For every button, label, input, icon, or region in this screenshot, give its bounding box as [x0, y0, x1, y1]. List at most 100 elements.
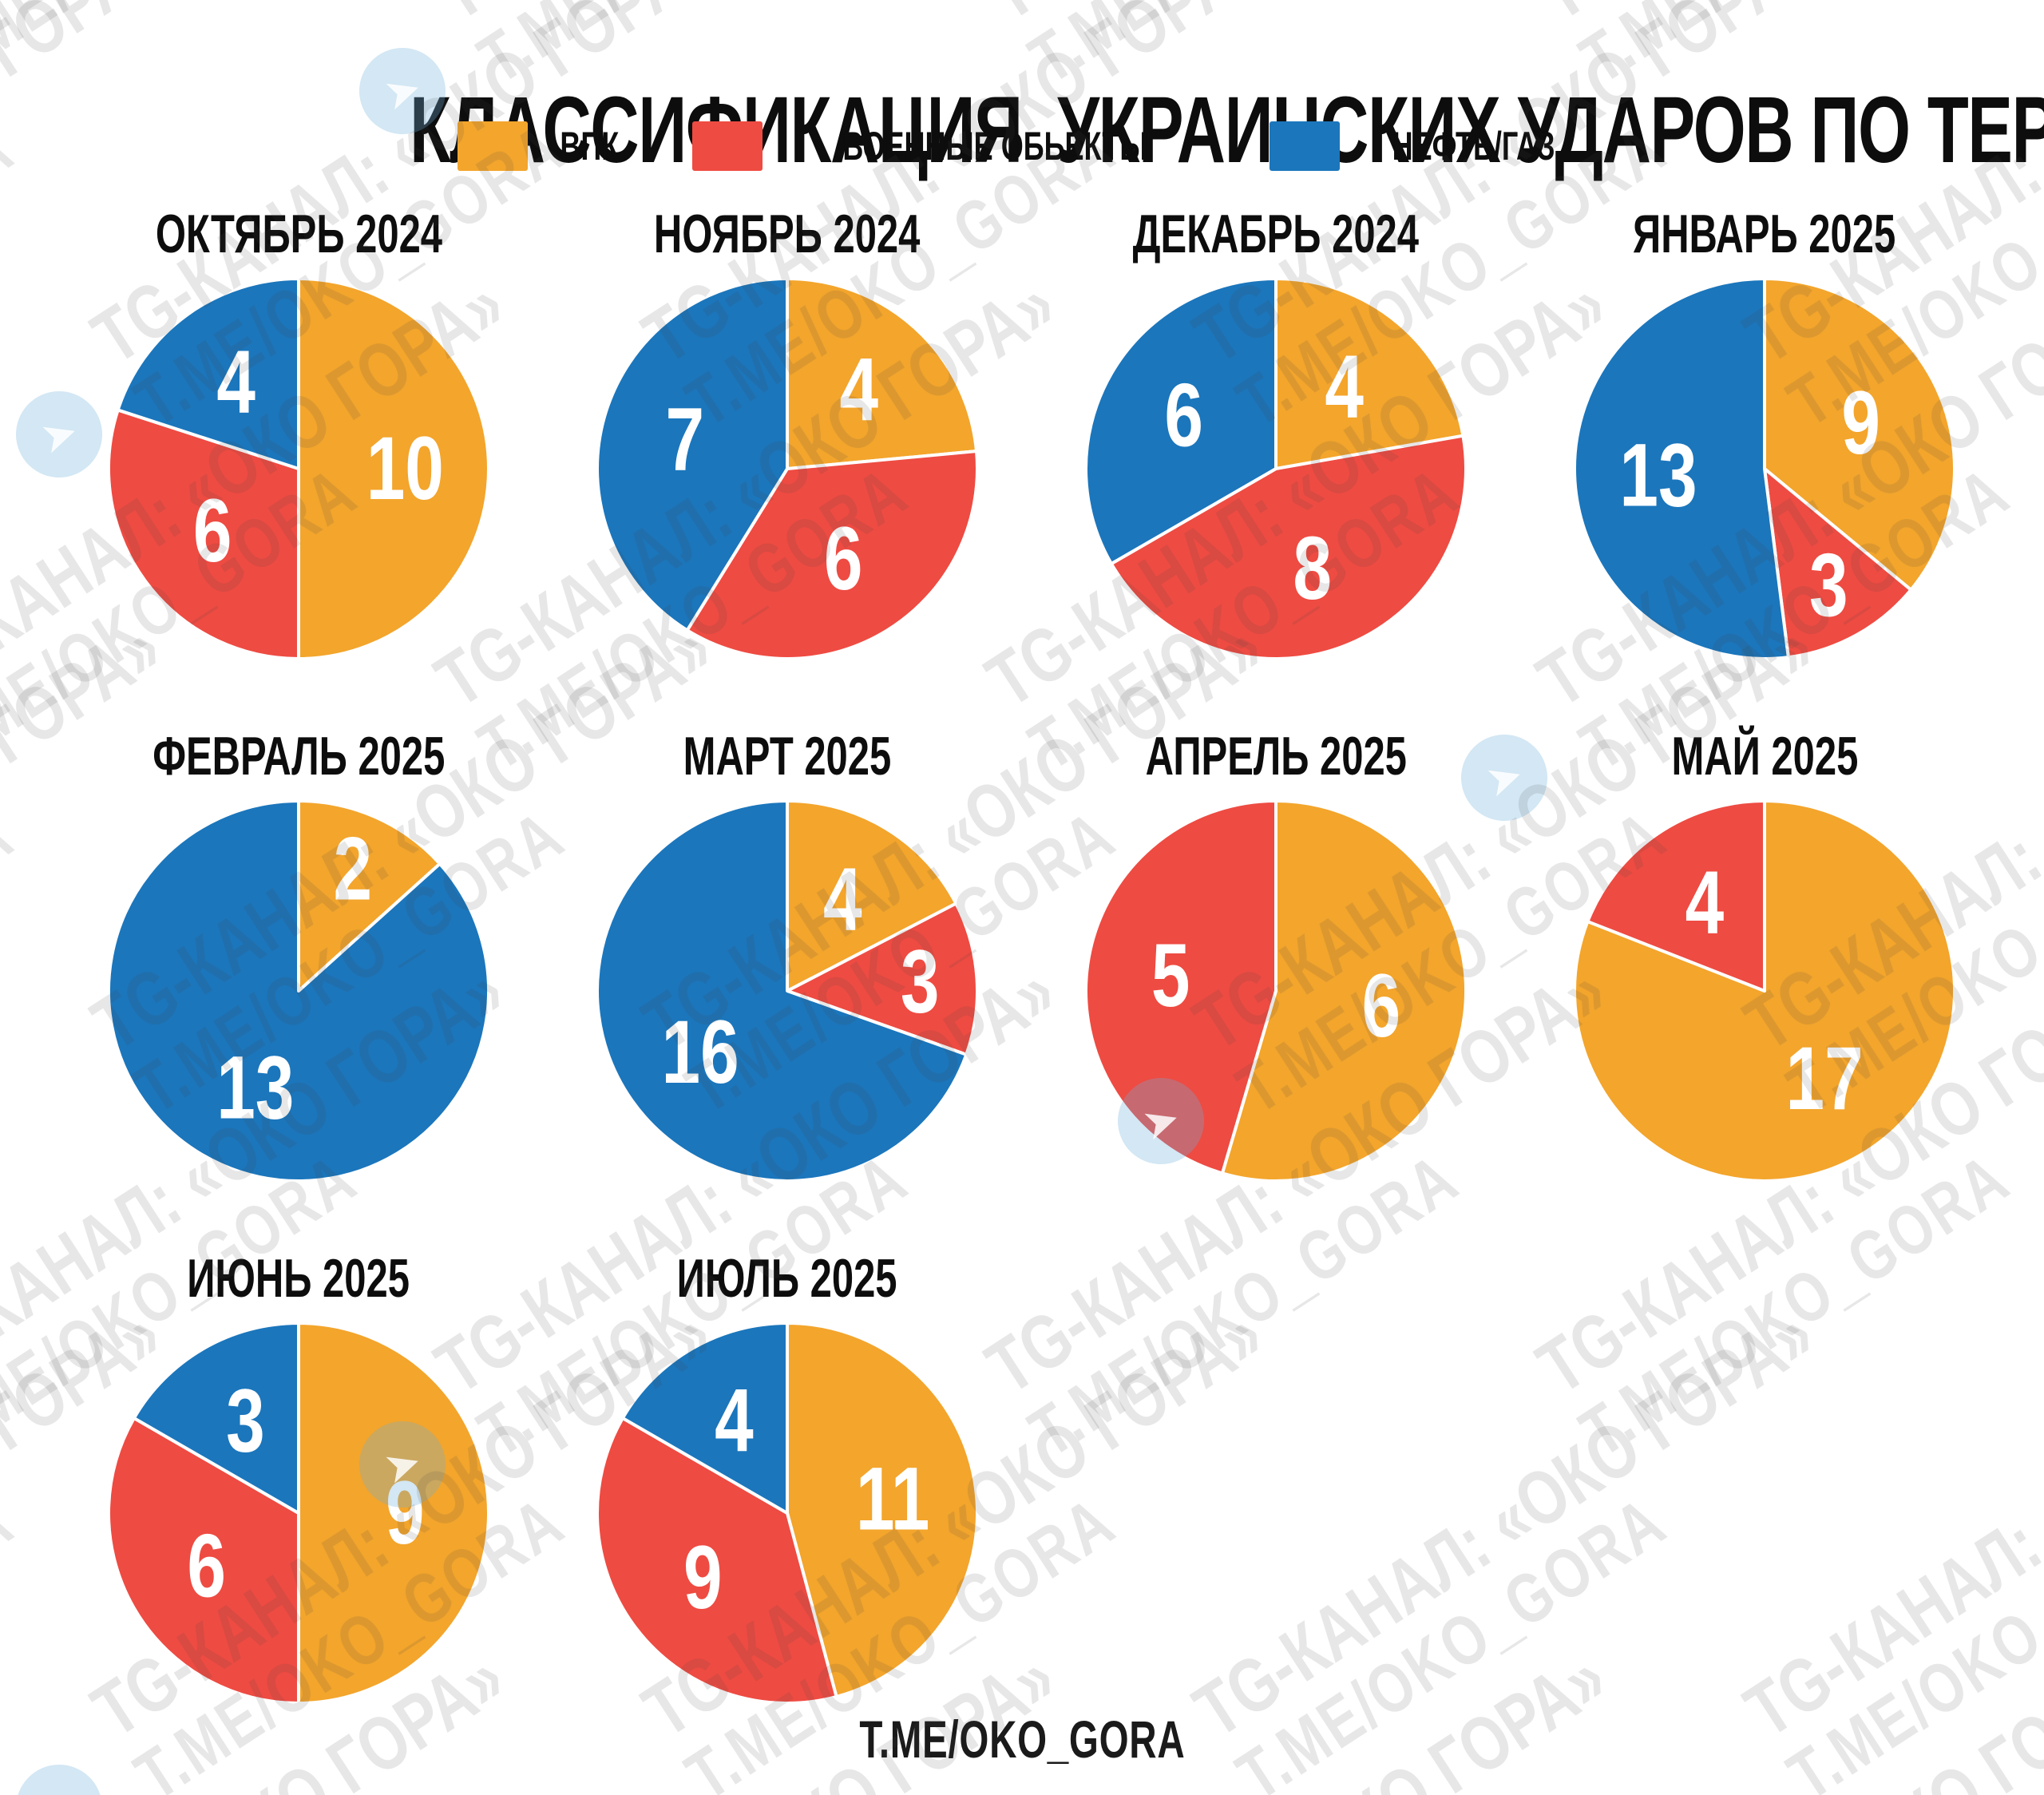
pie-chart-title: АПРЕЛЬ 2025 — [1145, 726, 1407, 787]
footer-link: T.ME/OKO_GORA — [0, 1709, 2044, 1769]
pie-slice-military-objects — [786, 901, 979, 1056]
pie-slice-military-objects — [1109, 434, 1468, 660]
pie-slice-vpk — [1763, 276, 1956, 592]
pie-svg: 65 — [1084, 798, 1468, 1183]
pie-svg: 43 16 — [596, 798, 979, 1183]
legend-swatch-icon — [692, 121, 763, 171]
pie-value-label: 8 — [1293, 519, 1332, 619]
chart-row-3: ИЮНЬ 2025 9 6 3 ИЮЛЬ 2025 11 9 4 — [54, 1249, 1032, 1706]
watermark-text: TG-КАНАЛ: «ОКО ГОРА»T.ME/OKO_GORA — [1730, 1291, 2044, 1795]
legend-item-1: ВПК — [457, 121, 631, 171]
pie-value-label: 10 — [366, 418, 444, 518]
pie-slice-oil-gas — [1573, 276, 1790, 660]
chart-row-1: ОКТЯБРЬ 2024 10 6 4 НОЯБРЬ 2024 4 6 7 ДЕКАБРЬ 20… — [54, 204, 2009, 662]
pie-svg: 9 3 13 — [1573, 276, 1956, 660]
pie-svg: 10 6 4 — [107, 276, 490, 660]
pie-chart-7: АПРЕЛЬ 2025 6 5 — [1032, 727, 1520, 1184]
pie-value-label: 4 — [823, 850, 862, 949]
pie-value-label: 6 — [824, 509, 863, 609]
pie-value-label: 4 — [715, 1371, 754, 1471]
pie-chart-10: ИЮЛЬ 2025 11 9 4 — [543, 1249, 1032, 1706]
pie-chart-2: НОЯБРЬ 2024 4 6 7 — [543, 204, 1032, 662]
pie-slice-vpk — [786, 1321, 979, 1698]
pie-svg: 4 6 7 — [596, 276, 979, 660]
pie-chart-3: ДЕКАБРЬ 2024 4 8 6 — [1032, 204, 1520, 662]
pie-value-label: 3 — [901, 932, 940, 1032]
pie-slice-vpk — [297, 276, 490, 660]
pie-slice-oil-gas — [620, 1321, 789, 1515]
pie-slice-vpk — [786, 276, 978, 470]
pie-value-label: 7 — [666, 390, 705, 489]
pie-svg: 17 4 — [1572, 798, 1956, 1183]
pie-svg: 4 86 — [1084, 276, 1468, 660]
pie-value-label: 3 — [1809, 535, 1848, 635]
pie-slice-vpk — [1274, 276, 1465, 470]
pie-chart-8: МАЙ 2025 17 4 — [1520, 727, 2009, 1184]
pie-value-label: 4 — [840, 340, 879, 440]
legend-swatch-icon — [1270, 121, 1341, 171]
pie-value-label: 2 — [334, 819, 373, 919]
pie-slice-military-objects — [107, 408, 300, 660]
pie-svg: 11 9 4 — [596, 1321, 979, 1705]
legend-item-3: НЕФТЬ/ГАЗ — [1270, 121, 1586, 171]
pie-value-label: 3 — [226, 1371, 265, 1471]
legend-label: НЕФТЬ/ГАЗ — [1392, 124, 1555, 168]
pie-slice-military-objects — [107, 1416, 300, 1705]
pie-value-label: 5 — [1151, 925, 1190, 1025]
pie-value-label: 4 — [216, 333, 256, 433]
pie-value-label: 13 — [1619, 426, 1697, 525]
pie-chart-title: ФЕВРАЛЬ 2025 — [152, 726, 446, 787]
pie-slice-oil-gas — [116, 276, 300, 470]
pie-value-label: 17 — [1786, 1028, 1864, 1128]
pie-value-label: 9 — [386, 1463, 425, 1563]
pie-chart-title: ЯНВАРЬ 2025 — [1633, 204, 1896, 264]
legend-swatch-icon — [457, 121, 528, 171]
pie-slice-vpk — [1220, 798, 1468, 1183]
pie-slice-oil-gas — [596, 798, 969, 1183]
pie-chart-6: МАРТ 2025 4 3 16 — [543, 727, 1032, 1184]
pie-svg: 9 63 — [107, 1321, 490, 1705]
pie-slice-oil-gas — [132, 1321, 300, 1515]
pie-chart-title: ИЮНЬ 2025 — [187, 1248, 410, 1309]
pie-chart-title: НОЯБРЬ 2024 — [654, 204, 921, 264]
pie-slice-vpk — [297, 798, 442, 993]
pie-slice-military-objects — [685, 449, 979, 660]
pie-value-label: 4 — [1686, 853, 1725, 953]
pie-chart-5: ФЕВРАЛЬ 2025 2 13 — [54, 727, 543, 1184]
pie-value-label: 9 — [1841, 374, 1880, 474]
pie-slice-military-objects — [1763, 466, 1913, 659]
pie-value-label: 6 — [187, 1516, 226, 1616]
pie-slice-oil-gas — [1084, 276, 1278, 565]
pie-value-label: 11 — [856, 1449, 929, 1549]
pie-chart-title: ОКТЯБРЬ 2024 — [155, 204, 442, 264]
pie-chart-4: ЯНВАРЬ 2025 9 3 13 — [1520, 204, 2009, 662]
pie-slice-vpk — [786, 798, 958, 993]
legend-label: ВПК — [560, 124, 619, 168]
pie-chart-title: ИЮЛЬ 2025 — [677, 1248, 897, 1309]
legend-item-2: ВОЕННЫЕ ОБЬЕКТЫ — [692, 121, 1207, 171]
pie-slice-oil-gas — [596, 276, 789, 632]
legend: ВПК ВОЕННЫЕ ОБЬЕКТЫ НЕФТЬ/ГАЗ — [0, 121, 2044, 171]
pie-value-label: 6 — [1362, 956, 1401, 1056]
pie-slice-oil-gas — [107, 798, 490, 1183]
pie-slice-military-objects — [1586, 798, 1766, 993]
pie-value-label: 6 — [193, 481, 232, 581]
pie-value-label: 16 — [662, 1002, 739, 1102]
pie-value-label: 4 — [1325, 337, 1364, 437]
footer-text: T.ME/OKO_GORA — [858, 1710, 1186, 1769]
pie-slice-vpk — [1572, 798, 1956, 1183]
pie-chart-1: ОКТЯБРЬ 2024 10 6 4 — [54, 204, 543, 662]
pie-chart-9: ИЮНЬ 2025 9 6 3 — [54, 1249, 543, 1706]
pie-value-label: 9 — [683, 1528, 723, 1627]
pie-value-label: 6 — [1164, 366, 1203, 466]
pie-slice-military-objects — [1084, 798, 1278, 1175]
watermark-text: TG-КАНАЛ: «ОКО ГОРА»T.ME/OKO_GORA — [1179, 1290, 1829, 1795]
pie-value-label: 13 — [216, 1038, 294, 1138]
chart-row-2: ФЕВРАЛЬ 2025 2 13 МАРТ 2025 4 3 16 АПРЕЛЬ 2025 6… — [54, 727, 2009, 1184]
legend-label: ВОЕННЫЕ ОБЬЕКТЫ — [842, 124, 1148, 168]
pie-slice-military-objects — [596, 1416, 838, 1705]
pie-chart-title: МАЙ 2025 — [1671, 726, 1858, 787]
pie-chart-title: МАРТ 2025 — [683, 726, 892, 787]
pie-svg: 2 13 — [107, 798, 490, 1183]
pie-chart-title: ДЕКАБРЬ 2024 — [1132, 204, 1420, 264]
